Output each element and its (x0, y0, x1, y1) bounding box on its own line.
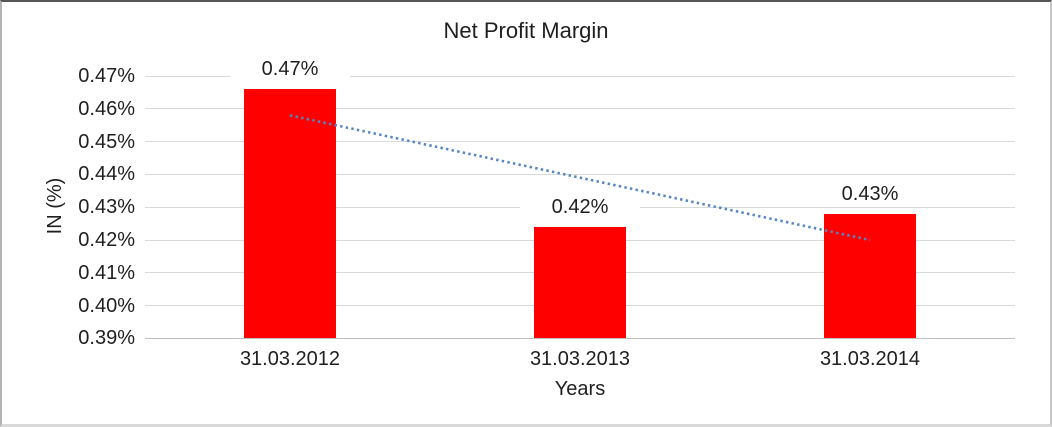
y-axis-tick-label: 0.43% (78, 196, 135, 219)
x-axis-tick-label: 31.03.2012 (239, 348, 341, 370)
trendline (289, 114, 871, 242)
y-axis-tick-label: 0.40% (78, 294, 135, 317)
x-axis-tick-label: 31.03.2013 (529, 348, 631, 370)
y-axis-tick-label: 0.46% (78, 97, 135, 120)
chart-title: Net Profit Margin (443, 18, 609, 43)
gridline (145, 108, 1015, 110)
bar (824, 213, 916, 339)
y-axis-tick-label: 0.42% (78, 229, 135, 251)
bar (534, 226, 626, 339)
gridline (145, 75, 1015, 77)
x-axis-title: Years (554, 378, 606, 400)
bar (244, 89, 336, 339)
bar-value-label: 0.43% (810, 183, 930, 205)
y-axis-tick-label: 0.39% (78, 327, 135, 350)
y-axis-tick-label: 0.41% (78, 261, 135, 284)
x-axis-line (145, 337, 1015, 339)
bar-value-label: 0.47% (230, 59, 350, 81)
y-axis-tick-label: 0.47% (78, 65, 135, 87)
y-axis-tick-label: 0.45% (78, 130, 135, 153)
bar-value-label: 0.42% (520, 196, 640, 218)
gridline (145, 141, 1015, 143)
y-axis-tick-label: 0.44% (78, 163, 135, 186)
x-axis-tick-label: 31.03.2014 (819, 348, 921, 370)
trendline-segment (289, 114, 871, 242)
gridline (145, 173, 1015, 175)
